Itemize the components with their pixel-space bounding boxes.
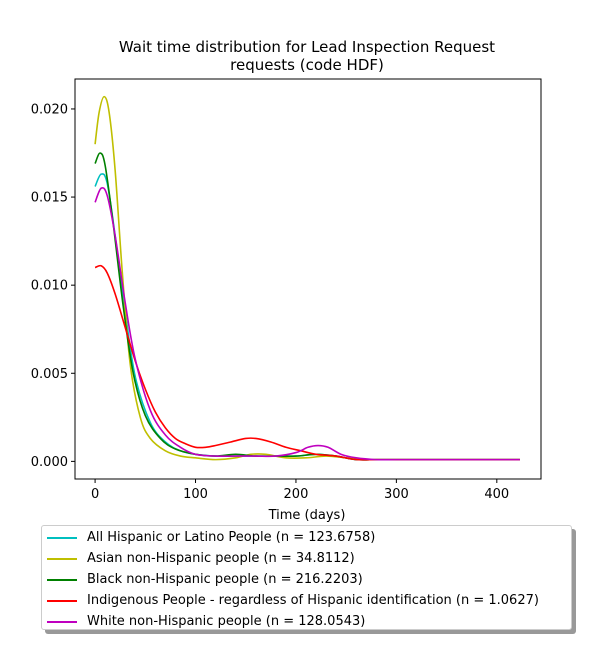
x-axis: 0 100 200 300 400: [91, 479, 509, 502]
legend-swatch: [47, 599, 77, 602]
legend-item-2: Asian non-Hispanic people (n = 34.8112): [47, 548, 571, 569]
series-group: [94, 95, 520, 461]
legend-item-3: Black non-Hispanic people (n = 216.2203): [47, 569, 571, 590]
legend-label: White non-Hispanic people (n = 128.0543): [87, 614, 366, 629]
x-tick-label: 400: [484, 487, 509, 502]
legend-swatch: [47, 620, 77, 623]
y-tick-label: 0.000: [31, 455, 68, 470]
x-tick-label: 200: [284, 487, 309, 502]
y-tick-label: 0.010: [31, 279, 68, 294]
x-tick-label: 300: [384, 487, 409, 502]
legend-swatch: [47, 578, 77, 581]
x-tick-label: 0: [91, 487, 99, 502]
legend-label: All Hispanic or Latino People (n = 123.6…: [87, 530, 376, 545]
legend-swatch: [47, 557, 77, 560]
y-tick-label: 0.020: [31, 102, 68, 117]
legend-item-1: All Hispanic or Latino People (n = 123.6…: [47, 527, 571, 548]
series-line-4: [94, 264, 520, 461]
legend-label: Asian non-Hispanic people (n = 34.8112): [87, 551, 355, 566]
y-axis: 0.000 0.005 0.010 0.015 0.020: [31, 102, 75, 470]
legend: All Hispanic or Latino People (n = 123.6…: [41, 525, 572, 630]
legend-label: Black non-Hispanic people (n = 216.2203): [87, 572, 363, 587]
x-tick-label: 100: [183, 487, 208, 502]
chart-title-line-1: Wait time distribution for Lead Inspecti…: [119, 38, 495, 56]
series-line-5: [94, 186, 520, 461]
y-tick-label: 0.015: [31, 191, 68, 206]
y-tick-label: 0.005: [31, 367, 68, 382]
chart-title-line-2: requests (code HDF): [230, 56, 384, 74]
series-line-2: [94, 95, 520, 461]
legend-label: Indigenous People - regardless of Hispan…: [87, 593, 539, 608]
legend-item-4: Indigenous People - regardless of Hispan…: [47, 590, 571, 611]
series-line-3: [94, 152, 520, 461]
legend-item-5: White non-Hispanic people (n = 128.0543): [47, 611, 571, 632]
x-axis-label: Time (days): [268, 508, 346, 523]
legend-swatch: [47, 536, 77, 539]
plot-area-frame: [74, 78, 542, 480]
